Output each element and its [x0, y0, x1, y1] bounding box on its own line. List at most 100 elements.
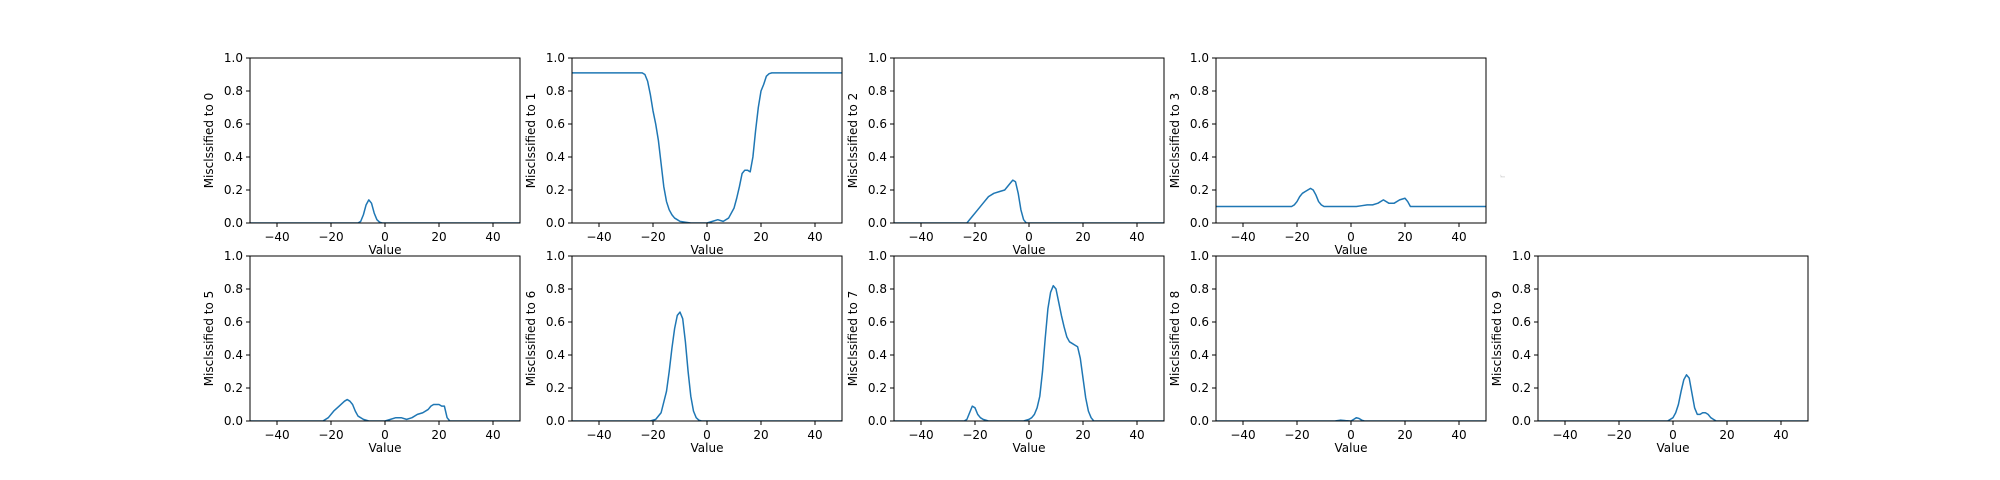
series-line [572, 72, 842, 223]
y-tick-label: 0.6 [224, 315, 243, 329]
y-tick-label: 0.2 [1190, 183, 1209, 197]
x-tick-label: −20 [318, 428, 343, 442]
axes-frame [571, 57, 843, 224]
y-tick-label: 0.6 [224, 117, 243, 131]
y-tick-label: 0.2 [546, 381, 565, 395]
x-axis-label: Value [691, 243, 724, 257]
y-tick-label: 0.0 [224, 216, 243, 230]
y-tick-label: 0.2 [1190, 381, 1209, 395]
subplot: −40 −20 0 20 40 0.0 0.2 0.4 0.6 0.8 1.0 Value Miscls… [1168, 249, 1487, 455]
x-tick-label: 0 [703, 428, 711, 442]
y-axis-label: Misclssified to 5 [202, 291, 216, 387]
y-tick-label: 0.0 [868, 216, 887, 230]
x-tick-label: −20 [962, 230, 987, 244]
x-tick-label: 40 [1773, 428, 1788, 442]
axes-frame [893, 255, 1165, 422]
x-tick-label: −40 [586, 230, 611, 244]
y-axis-label: Misclssified to 9 [1490, 291, 1504, 387]
y-axis-label: Misclssified to 6 [524, 291, 538, 387]
y-tick-label: 0.2 [546, 183, 565, 197]
y-tick-label: 0.4 [546, 150, 565, 164]
subplot: −40 −20 0 20 40 0.0 0.2 0.4 0.6 0.8 1.0 Value Miscls… [524, 249, 843, 455]
y-tick-label: 1.0 [1190, 51, 1209, 65]
x-tick-label: 40 [1129, 428, 1144, 442]
y-tick-label: 1.0 [1190, 249, 1209, 263]
x-tick-label: 0 [1025, 428, 1033, 442]
y-tick-label: 1.0 [224, 249, 243, 263]
y-tick-label: 1.0 [868, 249, 887, 263]
x-tick-label: −20 [1284, 428, 1309, 442]
x-tick-label: −20 [962, 428, 987, 442]
x-tick-label: 0 [1669, 428, 1677, 442]
y-tick-label: 0.6 [546, 315, 565, 329]
y-axis-label: Misclssified to 7 [846, 291, 860, 387]
x-tick-label: −40 [1552, 428, 1577, 442]
y-tick-label: 1.0 [224, 51, 243, 65]
y-tick-label: 0.2 [224, 381, 243, 395]
x-tick-label: 20 [1719, 428, 1734, 442]
y-tick-label: 0.6 [1190, 117, 1209, 131]
subplot: −40 −20 0 20 40 0.0 0.2 0.4 0.6 0.8 1.0 Value Miscls… [524, 51, 843, 257]
series-line [894, 284, 1164, 421]
axes-frame [1537, 255, 1809, 422]
y-axis-label: Misclssified to 1 [524, 93, 538, 189]
x-tick-label: 20 [753, 428, 768, 442]
x-tick-label: −40 [908, 428, 933, 442]
x-axis-label: Value [691, 441, 724, 455]
y-tick-label: 0.8 [546, 282, 565, 296]
x-tick-label: 40 [485, 230, 500, 244]
y-tick-label: 0.2 [868, 183, 887, 197]
y-axis-label: Misclssified to 3 [1168, 93, 1182, 189]
x-tick-label: 20 [1397, 428, 1412, 442]
y-tick-label: 0.2 [868, 381, 887, 395]
x-tick-label: 0 [1347, 428, 1355, 442]
series-line [894, 179, 1164, 223]
x-tick-label: 20 [431, 230, 446, 244]
x-tick-label: 20 [1397, 230, 1412, 244]
y-tick-label: 1.0 [1512, 249, 1531, 263]
x-tick-label: 0 [703, 230, 711, 244]
x-tick-label: 0 [1347, 230, 1355, 244]
y-tick-label: 0.4 [868, 150, 887, 164]
x-tick-label: −40 [586, 428, 611, 442]
y-tick-label: 0.0 [1512, 414, 1531, 428]
y-tick-label: 0.0 [1190, 414, 1209, 428]
x-axis-label: Value [1013, 243, 1046, 257]
series-line [1216, 187, 1486, 208]
y-tick-label: 0.8 [1512, 282, 1531, 296]
y-tick-label: 0.6 [546, 117, 565, 131]
series-line [572, 311, 842, 421]
axes-frame [893, 57, 1165, 224]
y-axis-label: Misclssified to 8 [1168, 291, 1182, 387]
y-tick-label: 0.6 [868, 315, 887, 329]
y-tick-label: 0.2 [1512, 381, 1531, 395]
x-tick-label: −40 [908, 230, 933, 244]
subplot-grid: −40 −20 0 20 40 0.0 0.2 0.4 0.6 0.8 1.0 Value Miscls… [202, 51, 1809, 455]
y-tick-label: 0.4 [1190, 348, 1209, 362]
y-tick-label: 0.4 [546, 348, 565, 362]
x-tick-label: 20 [1075, 428, 1090, 442]
y-tick-label: 0.0 [546, 414, 565, 428]
y-tick-label: 1.0 [868, 51, 887, 65]
y-tick-label: 0.6 [1512, 315, 1531, 329]
y-tick-label: 0.4 [224, 150, 243, 164]
y-axis-label: Misclssified to 0 [202, 93, 216, 189]
y-tick-label: 0.8 [1190, 282, 1209, 296]
x-tick-label: 0 [381, 428, 389, 442]
y-tick-label: 0.4 [1512, 348, 1531, 362]
x-tick-label: 0 [381, 230, 389, 244]
y-axis-label: Misclssified to 2 [846, 93, 860, 189]
y-tick-label: 0.6 [868, 117, 887, 131]
x-tick-label: 20 [431, 428, 446, 442]
x-tick-label: −40 [264, 230, 289, 244]
x-tick-label: 20 [753, 230, 768, 244]
x-tick-label: −40 [264, 428, 289, 442]
x-tick-label: 40 [1129, 230, 1144, 244]
y-tick-label: 0.0 [224, 414, 243, 428]
x-tick-label: 40 [807, 230, 822, 244]
x-tick-label: −20 [1606, 428, 1631, 442]
y-tick-label: 0.8 [868, 84, 887, 98]
x-axis-label: Value [1013, 441, 1046, 455]
y-tick-label: 0.4 [1190, 150, 1209, 164]
